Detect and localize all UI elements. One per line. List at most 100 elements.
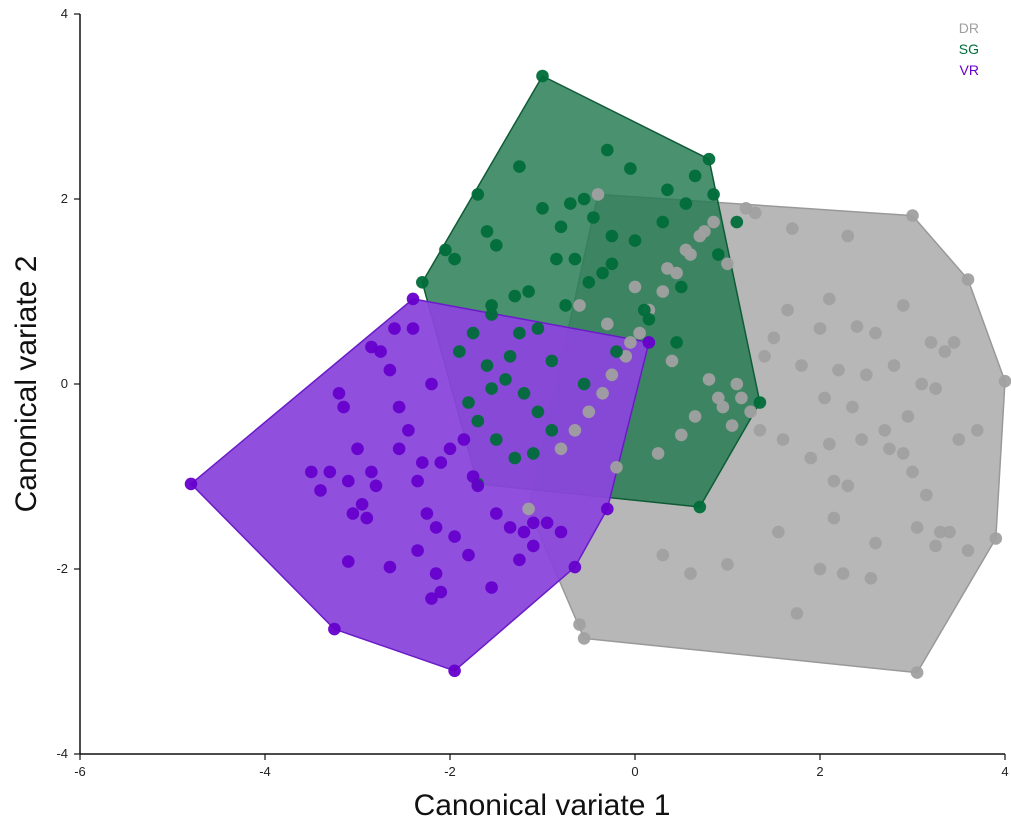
point-sg: [453, 345, 466, 358]
point-sg: [503, 350, 517, 363]
point-dr: [947, 336, 961, 349]
point-vr: [411, 474, 424, 488]
point-dr: [813, 322, 827, 335]
point-vr: [420, 507, 434, 520]
point-sg: [610, 345, 623, 358]
point-vr: [457, 433, 471, 446]
point-dr: [749, 206, 762, 220]
point-vr: [527, 516, 540, 530]
point-dr: [938, 345, 952, 358]
point-vr: [517, 525, 531, 539]
point-vr: [392, 442, 406, 456]
point-vr: [513, 553, 526, 567]
point-sg: [730, 215, 744, 229]
point-dr: [781, 303, 794, 317]
point-sg: [480, 225, 494, 238]
point-vr: [434, 585, 448, 599]
point-dr: [601, 317, 614, 331]
point-sg: [688, 169, 702, 183]
point-vr: [383, 560, 397, 574]
point-sg: [638, 303, 651, 317]
point-dr: [823, 437, 836, 451]
point-sg: [485, 299, 498, 312]
point-vr: [406, 292, 420, 306]
point-sg: [707, 188, 720, 201]
point-dr: [878, 424, 891, 437]
point-dr: [823, 292, 836, 306]
point-dr: [712, 391, 725, 405]
point-sg: [642, 313, 656, 326]
point-sg: [513, 326, 526, 340]
point-dr: [730, 377, 744, 391]
x-tick-label: 0: [631, 764, 638, 779]
point-vr: [425, 377, 438, 391]
point-dr: [961, 544, 975, 557]
point-sg: [462, 396, 475, 409]
point-sg: [448, 252, 461, 266]
point-dr: [929, 539, 942, 553]
point-sg: [522, 285, 535, 298]
legend-entry-vr: VR: [960, 62, 979, 78]
point-dr: [753, 424, 767, 437]
point-sg: [596, 266, 609, 280]
legend-entry-sg: SG: [959, 41, 979, 57]
point-dr: [795, 359, 808, 372]
point-sg: [485, 308, 498, 321]
point-dr: [883, 442, 896, 456]
point-dr: [767, 331, 781, 345]
point-dr: [591, 188, 605, 201]
point-vr: [342, 474, 355, 488]
point-dr: [573, 299, 586, 312]
point-dr: [906, 209, 919, 222]
point-dr: [656, 548, 670, 562]
point-sg: [531, 405, 545, 419]
point-dr: [818, 391, 831, 405]
point-vr: [540, 516, 554, 530]
point-sg: [679, 197, 693, 210]
point-vr: [601, 502, 614, 516]
point-dr: [721, 257, 734, 271]
point-dr: [744, 405, 757, 419]
point-dr: [836, 567, 850, 580]
point-dr: [707, 215, 720, 229]
point-vr: [503, 521, 517, 534]
point-dr: [827, 474, 841, 488]
point-dr: [582, 405, 596, 419]
point-dr: [841, 479, 855, 493]
point-dr: [776, 433, 790, 446]
point-sg: [628, 234, 642, 247]
point-dr: [605, 368, 619, 382]
point-vr: [342, 555, 355, 568]
point-dr: [924, 336, 938, 349]
point-sg: [675, 280, 688, 294]
y-tick-label: 0: [61, 376, 68, 391]
point-dr: [702, 373, 716, 386]
y-tick-label: -2: [56, 561, 68, 576]
point-vr: [429, 521, 443, 534]
point-dr: [906, 465, 919, 479]
x-tick-label: 2: [816, 764, 823, 779]
point-sg: [536, 69, 549, 83]
point-dr: [573, 618, 586, 631]
point-vr: [365, 465, 378, 479]
point-dr: [661, 262, 674, 275]
point-dr: [804, 451, 818, 465]
point-dr: [786, 222, 799, 235]
point-dr: [869, 326, 882, 340]
point-dr: [522, 502, 535, 516]
point-vr: [448, 530, 461, 543]
point-dr: [915, 377, 928, 391]
point-vr: [490, 507, 503, 520]
point-sg: [577, 192, 591, 206]
point-sg: [471, 188, 485, 201]
point-vr: [642, 336, 656, 349]
point-dr: [656, 285, 670, 298]
point-sg: [587, 211, 600, 224]
convex-hulls: [190, 75, 1006, 674]
point-sg: [490, 433, 503, 446]
point-sg: [466, 326, 480, 340]
point-dr: [827, 511, 841, 525]
point-dr: [934, 525, 947, 539]
point-sg: [480, 359, 494, 372]
